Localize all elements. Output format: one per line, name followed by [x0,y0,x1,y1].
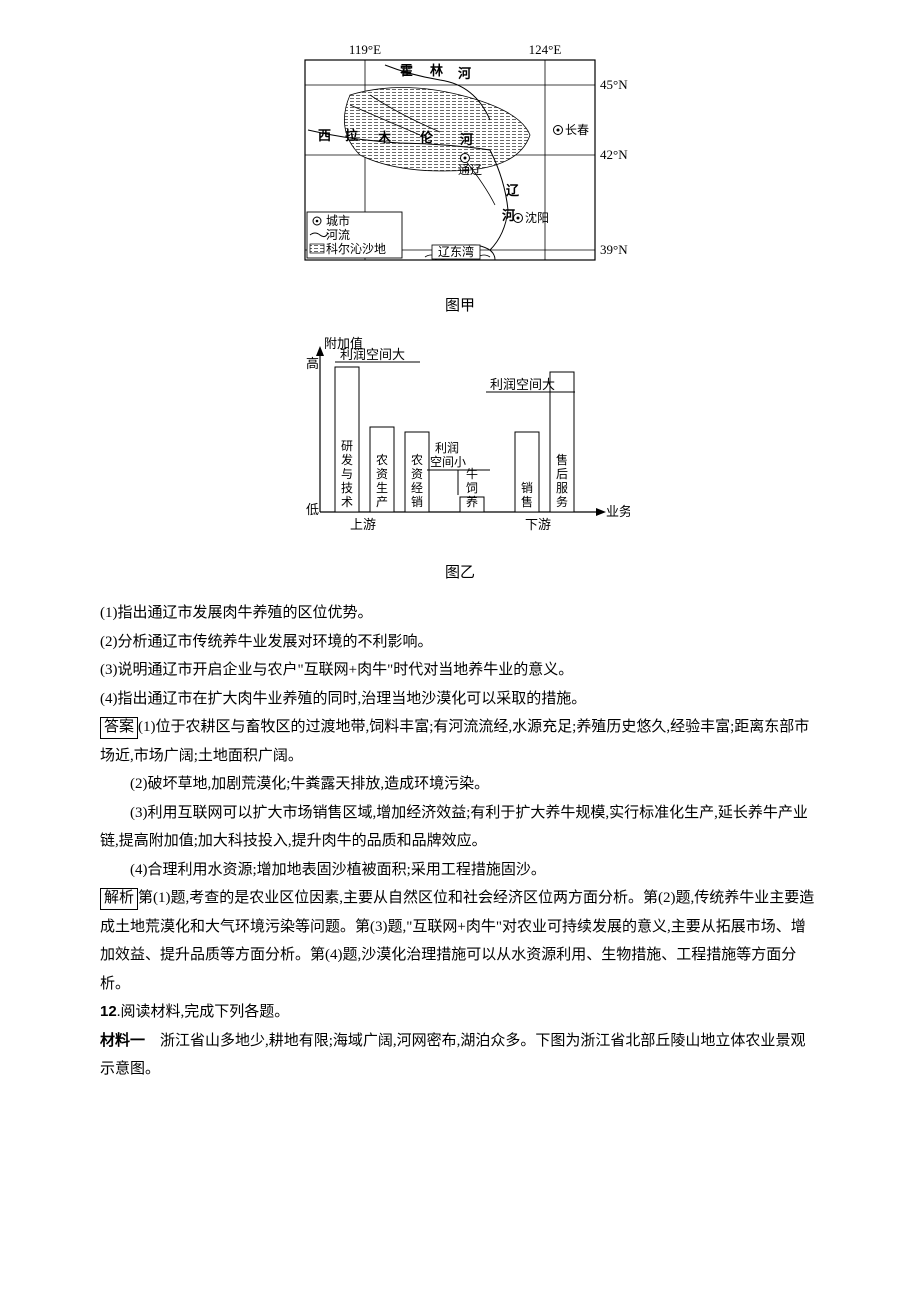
analysis-text: 第(1)题,考查的是农业区位因素,主要从自然区位和社会经济区位两方面分析。第(2… [100,890,814,992]
bar-label-char: 饲 [466,481,478,495]
question-1: (1)指出通辽市发展肉牛养殖的区位优势。 [100,599,820,628]
q12-stem-text: .阅读材料,完成下列各题。 [117,1004,290,1020]
svg-text:西: 西 [318,128,331,143]
answer-block: 答案(1)位于农耕区与畜牧区的过渡地带,饲料丰富;有河流流经,水源充足;养殖历史… [100,713,820,770]
mid-annot-2: 空间小 [430,455,466,469]
svg-text:林: 林 [430,63,443,78]
x-axis-label: 业务工序 [606,504,630,519]
right-annot: 利润空间大 [490,377,555,392]
bar-label-char: 资 [376,467,388,481]
legend-river: 河流 [326,228,350,242]
q12-mat-text: 浙江省山多地少,耕地有限;海域广阔,河网密布,湖泊众多。下图为浙江省北部丘陵山地… [100,1033,805,1078]
lon-label: 124°E [529,42,562,57]
bar-label-char: 服 [556,481,568,495]
legend-sand: 科尔沁沙地 [326,241,386,256]
map-svg: 119°E 124°E 45°N 42°N 39°N 霍 林 河 西 拉 木 伦… [290,40,630,275]
y-low: 低 [306,502,319,517]
x-left: 上游 [350,517,376,532]
bar-label-char: 生 [376,481,388,495]
analysis-block: 解析第(1)题,考查的是农业区位因素,主要从自然区位和社会经济区位两方面分析。第… [100,884,820,998]
bar-label-char: 发 [341,452,353,467]
city-changchun: 长春 [554,123,590,137]
question-2: (2)分析通辽市传统养牛业发展对环境的不利影响。 [100,628,820,657]
bar-label-char: 务 [556,494,568,509]
svg-text:河: 河 [458,66,471,81]
svg-text:木: 木 [377,130,392,145]
city-shenyang: 沈阳 [514,210,550,225]
lon-label: 119°E [349,42,381,57]
legend-city: 城市 [326,213,350,228]
mid-annot-1: 利润 [435,441,459,455]
svg-text:沈阳: 沈阳 [525,210,549,225]
svg-text:霍: 霍 [400,63,413,78]
bar-label-char: 产 [376,495,388,509]
y-high: 高 [306,356,319,371]
bar-label-char: 农 [376,453,388,467]
q12-mat-label: 材料一 [100,1032,145,1049]
chart-figure: 附加值 高 低 业务工序 上游 下游 研发与技术农资生产农资经销牛饲养销售售后服… [100,332,820,553]
chart-caption: 图乙 [100,559,820,588]
sea-label: 辽东湾 [438,244,474,259]
q12-material: 材料一 浙江省山多地少,耕地有限;海域广阔,河网密布,湖泊众多。下图为浙江省北部… [100,1027,820,1084]
bar-label-char: 经 [411,481,423,495]
bar-label-char: 农 [411,453,423,467]
question-4: (4)指出通辽市在扩大肉牛业养殖的同时,治理当地沙漠化可以采取的措施。 [100,685,820,714]
x-right: 下游 [525,517,551,532]
left-annot: 利润空间大 [340,347,405,362]
lat-label: 45°N [600,77,628,92]
question-3: (3)说明通辽市开启企业与农户"互联网+肉牛"时代对当地养牛业的意义。 [100,656,820,685]
answer-2: (2)破坏草地,加剧荒漠化;牛粪露天排放,造成环境污染。 [100,770,820,799]
sand-area [344,88,530,172]
bar-label-char: 资 [411,467,423,481]
bar-label-char: 售 [556,452,568,467]
bar-label-char: 销 [521,481,533,495]
answer-3: (3)利用互联网可以扩大市场销售区域,增加经济效益;有利于扩大养牛规模,实行标准… [100,799,820,856]
bar-label-char: 研 [341,439,353,453]
chart-svg: 附加值 高 低 业务工序 上游 下游 研发与技术农资生产农资经销牛饲养销售售后服… [290,332,630,542]
svg-text:辽: 辽 [506,183,520,198]
q12-num: 12 [100,1003,117,1020]
answer-4: (4)合理利用水资源;增加地表固沙植被面积;采用工程措施固沙。 [100,856,820,885]
analysis-label: 解析 [100,888,138,910]
bar-label-char: 技 [341,481,353,495]
svg-text:通辽: 通辽 [458,163,482,177]
svg-text:伦: 伦 [420,130,434,145]
map-figure: 119°E 124°E 45°N 42°N 39°N 霍 林 河 西 拉 木 伦… [100,40,820,286]
answer-1: (1)位于农耕区与畜牧区的过渡地带,饲料丰富;有河流流经,水源充足;养殖历史悠久… [100,719,809,764]
svg-text:河: 河 [460,132,473,147]
bar-label-char: 术 [341,495,353,509]
svg-text:河: 河 [502,208,515,223]
q12-stem: 12.阅读材料,完成下列各题。 [100,998,820,1027]
bar-label-char: 牛 [466,466,478,481]
bar-label-char: 与 [341,467,353,481]
bar-label-char: 售 [521,494,533,509]
map-caption: 图甲 [100,292,820,321]
bar-label-char: 销 [411,495,423,509]
svg-text:拉: 拉 [345,128,358,143]
lat-label: 39°N [600,242,628,257]
lat-label: 42°N [600,147,628,162]
svg-text:长春: 长春 [565,123,589,137]
answer-label: 答案 [100,717,138,739]
bar-label-char: 养 [466,494,478,509]
bar-label-char: 后 [556,467,568,481]
